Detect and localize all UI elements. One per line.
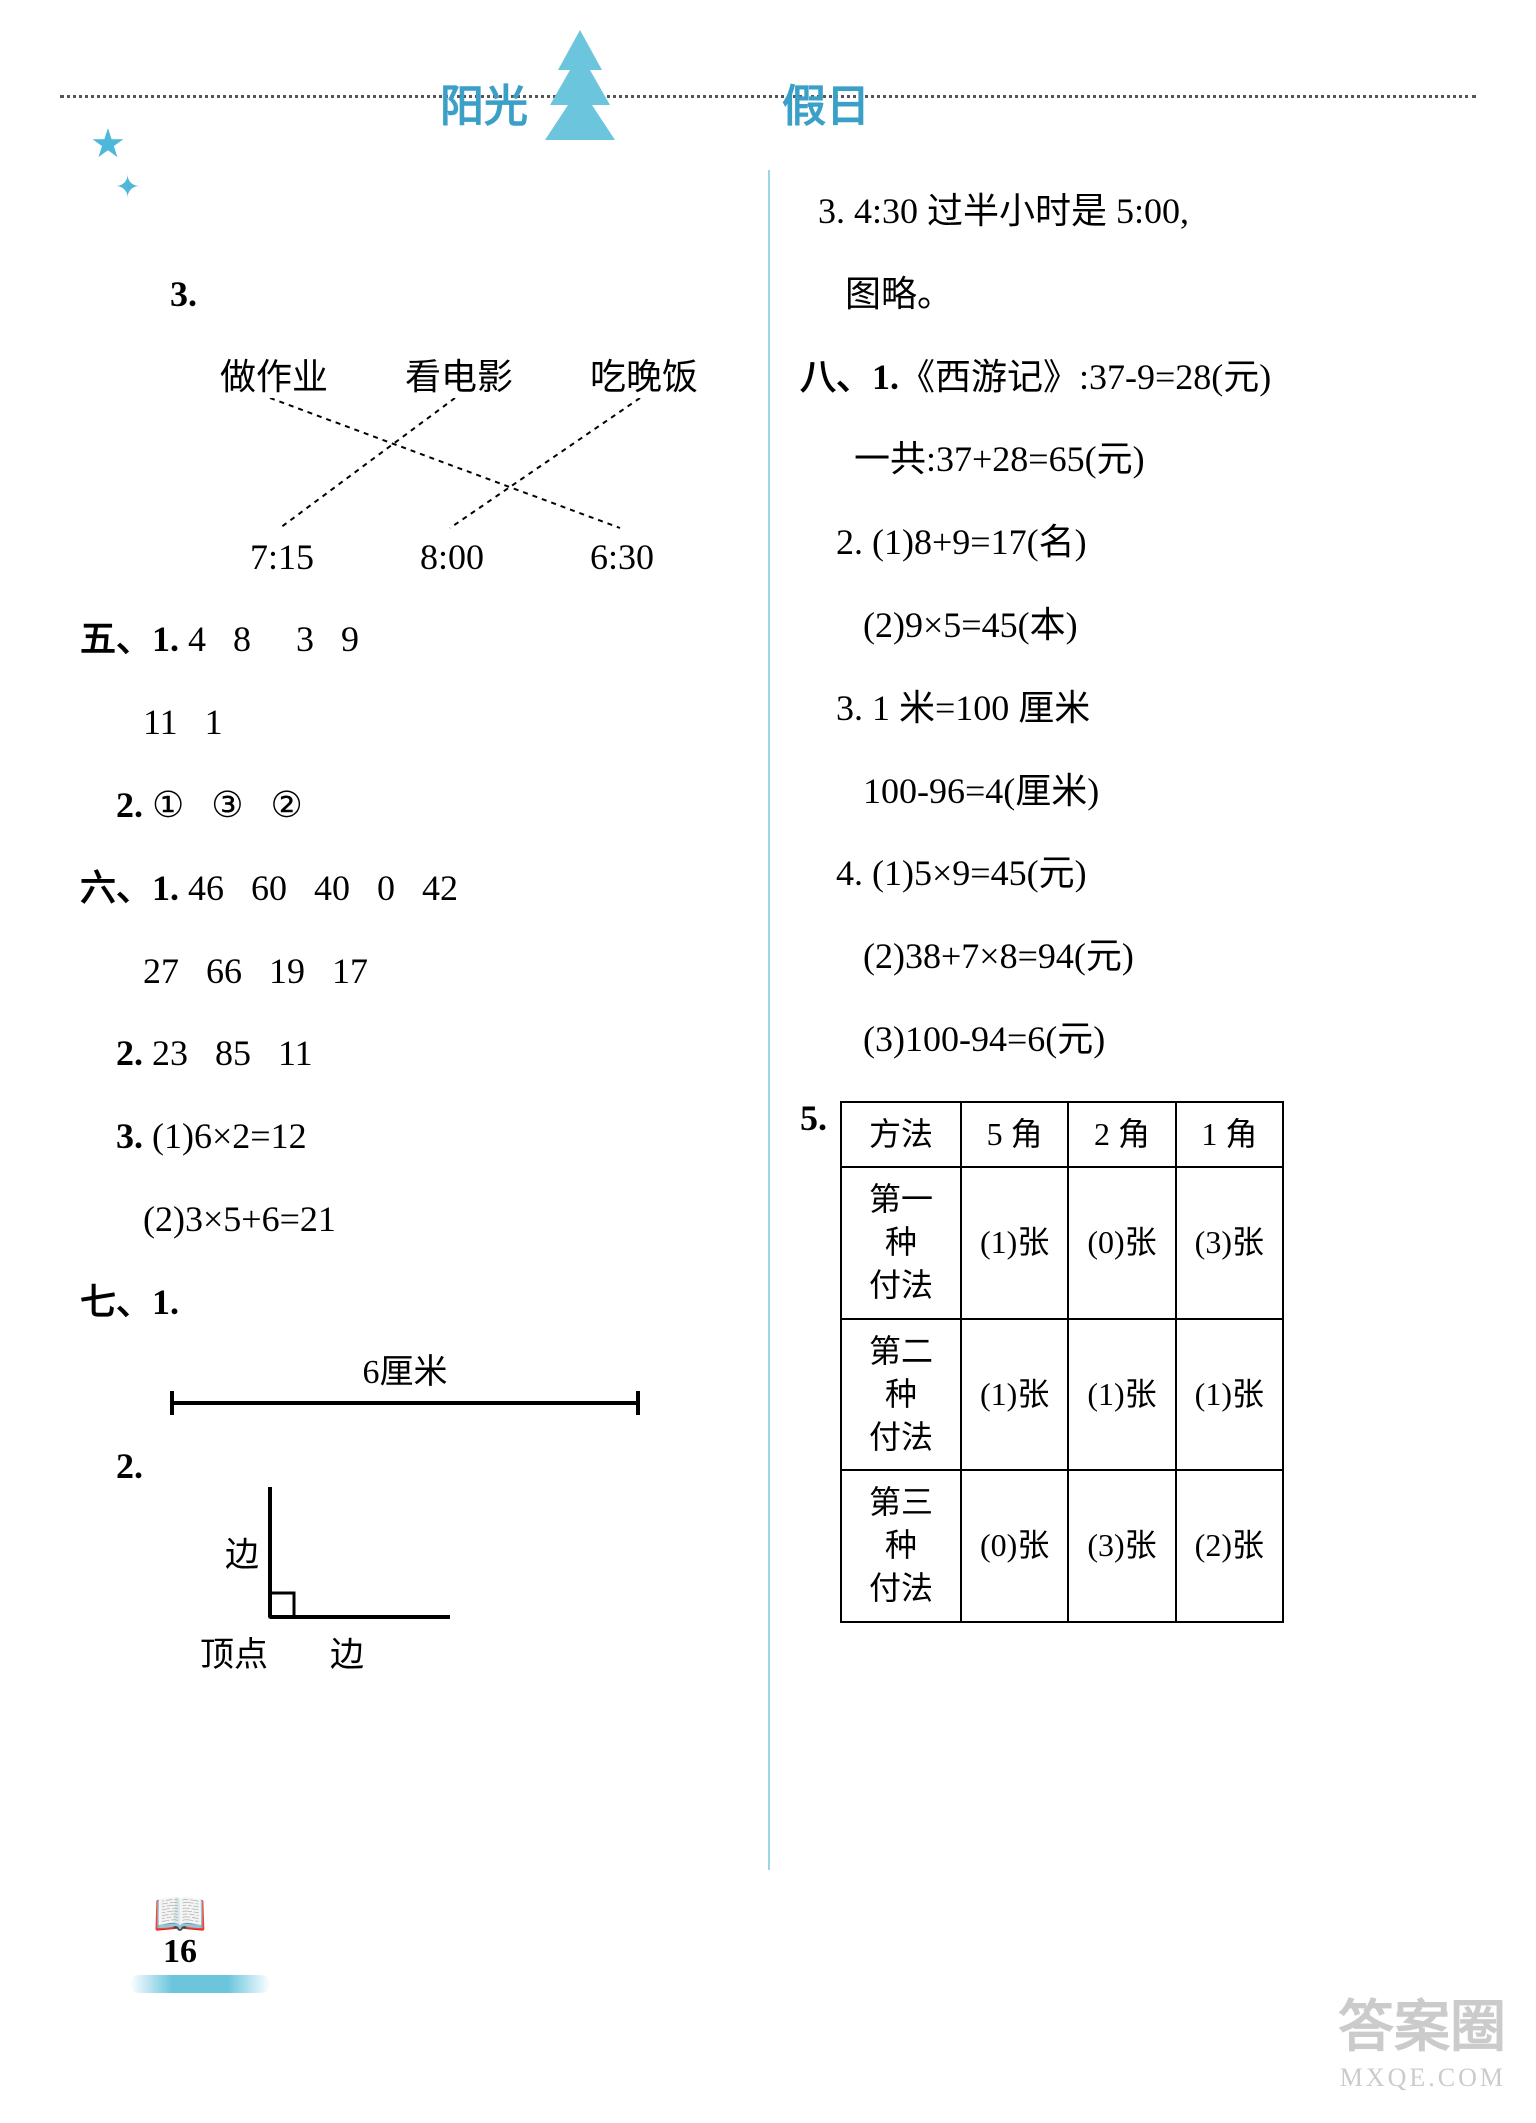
table-cell: (3)张 (1176, 1167, 1283, 1319)
star-icon: ★ (90, 120, 126, 167)
page-number-underline (130, 1975, 270, 1993)
table-cell: 第二种付法 (841, 1319, 961, 1471)
table-header-cell: 2 角 (1068, 1102, 1175, 1167)
matching-lines (170, 398, 710, 538)
match-top-item: 做作业 (220, 348, 328, 400)
right-q3a: 3. 4:30 过半小时是 5:00, (800, 170, 1456, 253)
page-header: 阳光 假日 ★ ✦ (0, 0, 1536, 170)
section-6-sub3a: 3. (1)6×2=12 (80, 1095, 730, 1178)
matching-diagram: 做作业 看电影 吃晚饭 7:15 8:00 6:30 (170, 348, 710, 578)
length-line (170, 1401, 640, 1405)
watermark-url: MXQE.COM (1338, 2063, 1506, 2093)
watermark-text: 答案圈 (1338, 1982, 1506, 2063)
left-column: 3. 做作业 看电影 吃晚饭 7:15 8:00 6:30 五、1. 4 (80, 170, 760, 1677)
q5-label: 5. (800, 1091, 840, 1145)
match-top-item: 看电影 (405, 348, 513, 400)
table-cell: 第一种付法 (841, 1167, 961, 1319)
table-cell: (3)张 (1068, 1470, 1175, 1622)
length-label: 6厘米 (170, 1344, 640, 1393)
table-row: 第三种付法 (0)张 (3)张 (2)张 (841, 1470, 1283, 1622)
section-8-l1b: 一共:37+28=65(元) (800, 418, 1456, 501)
payment-methods-table: 方法 5 角 2 角 1 角 第一种付法 (1)张 (0)张 (3)张 第二种付… (840, 1101, 1284, 1623)
angle-side-label: 边 (330, 1627, 364, 1676)
match-bottom-item: 6:30 (590, 536, 654, 578)
open-book-icon: 📖 (130, 1893, 230, 1937)
content-area: 3. 做作业 看电影 吃晚饭 7:15 8:00 6:30 五、1. 4 (80, 170, 1456, 1677)
banner-text-left: 阳光 (440, 70, 528, 134)
section-8-l2b: (2)9×5=45(本) (800, 584, 1456, 667)
table-header-cell: 5 角 (961, 1102, 1068, 1167)
table-row: 第一种付法 (1)张 (0)张 (3)张 (841, 1167, 1283, 1319)
table-cell: (0)张 (961, 1470, 1068, 1622)
page-number: 16 (130, 1933, 230, 1971)
table-row: 第二种付法 (1)张 (1)张 (1)张 (841, 1319, 1283, 1471)
right-angle-icon (230, 1477, 530, 1677)
table-cell: (2)张 (1176, 1470, 1283, 1622)
table-header-cell: 方法 (841, 1102, 961, 1167)
question-3: 3. 做作业 看电影 吃晚饭 7:15 8:00 6:30 (80, 170, 730, 578)
table-header-row: 方法 5 角 2 角 1 角 (841, 1102, 1283, 1167)
tree-icon (540, 30, 620, 150)
page: 阳光 假日 ★ ✦ 3. 做作业 看电影 吃晚饭 (0, 0, 1536, 2123)
section-6-sub2: 2. 23 85 11 (80, 1012, 730, 1095)
table-cell: (1)张 (1068, 1319, 1175, 1471)
section-5-line2: 11 1 (80, 681, 730, 764)
section-6-line2: 27 66 19 17 (80, 930, 730, 1013)
match-bottom-item: 7:15 (250, 536, 314, 578)
table-cell: (1)张 (961, 1167, 1068, 1319)
angle-side-label: 边 (225, 1527, 259, 1576)
table-cell: (0)张 (1068, 1167, 1175, 1319)
table-cell: 第三种付法 (841, 1470, 961, 1622)
section-8-l4a: 4. (1)5×9=45(元) (800, 832, 1456, 915)
header-banner: 阳光 假日 (420, 30, 890, 160)
section-7-label: 七、1. (80, 1261, 730, 1344)
table-cell: (1)张 (961, 1319, 1068, 1471)
match-bottom-item: 8:00 (420, 536, 484, 578)
section-8-l2a: 2. (1)8+9=17(名) (800, 501, 1456, 584)
table-cell: (1)张 (1176, 1319, 1283, 1471)
page-number-block: 📖 16 (130, 1893, 230, 1993)
section-8-l4b: (2)38+7×8=94(元) (800, 915, 1456, 998)
right-column: 3. 4:30 过半小时是 5:00, 图略。 八、1.《西游记》:37-9=2… (760, 170, 1456, 1677)
banner-text-right: 假日 (782, 70, 870, 134)
match-top-item: 吃晚饭 (590, 348, 698, 400)
section-8-l4c: (3)100-94=6(元) (800, 998, 1456, 1081)
watermark: 答案圈 MXQE.COM (1338, 1982, 1506, 2093)
section-8-l1a: 八、1.《西游记》:37-9=28(元) (800, 336, 1456, 419)
section-6-sub3b: (2)3×5+6=21 (80, 1178, 730, 1261)
table-header-cell: 1 角 (1176, 1102, 1283, 1167)
right-q3b: 图略。 (800, 253, 1456, 336)
length-diagram: 6厘米 (170, 1344, 640, 1405)
section-5-sub2: 2. ① ③ ② (80, 764, 730, 847)
section-8-l3a: 3. 1 米=100 厘米 (800, 667, 1456, 750)
q3-label: 3. (170, 274, 197, 314)
section-5-line1: 五、1. 4 8 3 9 (80, 598, 730, 681)
section-8-l3b: 100-96=4(厘米) (800, 750, 1456, 833)
section-6-line1: 六、1. 46 60 40 0 42 (80, 847, 730, 930)
angle-vertex-label: 顶点 (200, 1627, 268, 1676)
angle-diagram: 边 顶点 边 (230, 1477, 530, 1677)
